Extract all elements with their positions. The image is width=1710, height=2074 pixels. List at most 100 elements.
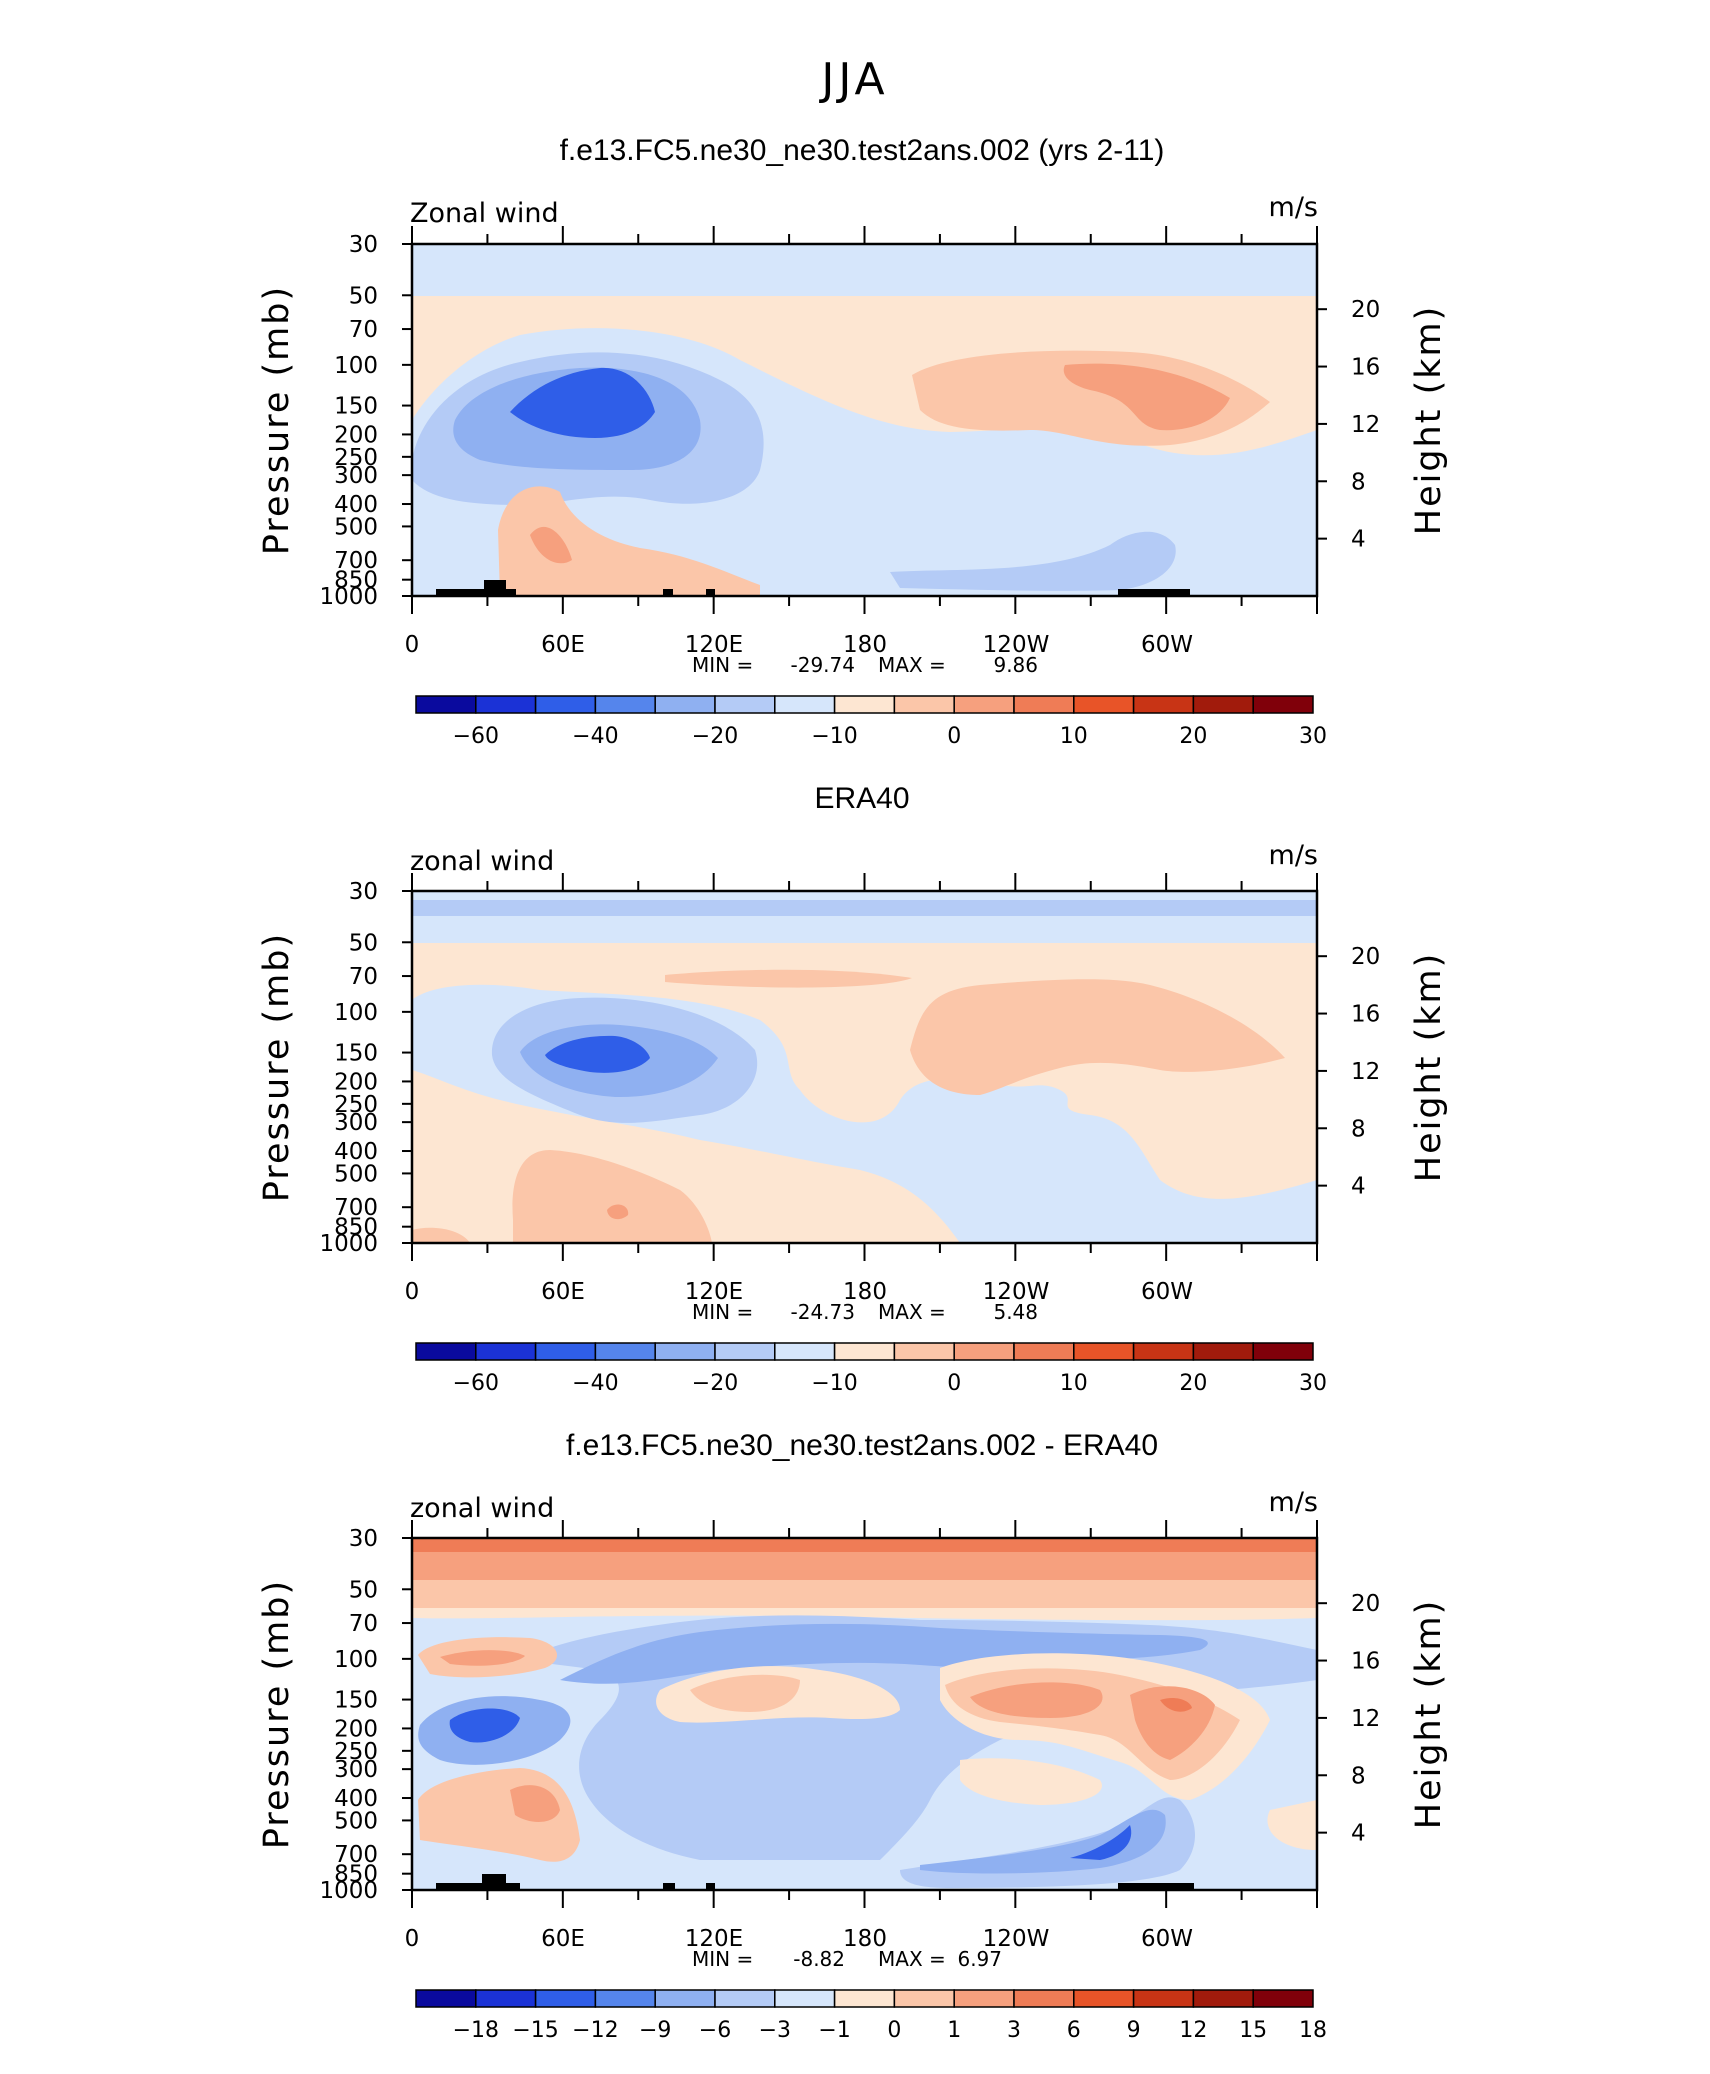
y-tick-label-height: 20 <box>1351 297 1380 323</box>
contour-neg-9-lowlev <box>1070 1825 1132 1860</box>
colorbar-label: −3 <box>759 2018 791 2043</box>
y-tick-label-pressure: 1000 <box>319 584 378 610</box>
y-tick-label-height: 8 <box>1351 1763 1366 1789</box>
colorbar-label: −10 <box>811 724 857 749</box>
y-tick-label-height: 4 <box>1351 527 1366 553</box>
colorbar-label: 9 <box>1127 2018 1141 2043</box>
y-tick-label-pressure: 700 <box>334 1842 378 1868</box>
colorbar-box <box>714 1989 776 2008</box>
contour-strat-band <box>412 900 1317 916</box>
colorbar-label: 20 <box>1179 724 1207 749</box>
contour-pos-strat-sliver <box>665 969 912 988</box>
panel-title: ERA40 <box>814 782 909 815</box>
colorbar-label: −15 <box>512 2018 558 2043</box>
x-tick-label: 180 <box>843 632 887 658</box>
colorbar-label: −40 <box>572 724 618 749</box>
x-tick-label: 180 <box>843 1279 887 1305</box>
x-tick-label: 0 <box>405 1279 420 1305</box>
colorbar-box <box>534 1989 597 2008</box>
contour-pos-midleft-inner <box>510 1785 560 1822</box>
y-tick-label-height: 12 <box>1351 1059 1380 1085</box>
topography <box>436 1874 1194 1890</box>
axis-ticks <box>402 226 1327 614</box>
y-tick-label-pressure: 300 <box>334 1110 378 1136</box>
colorbar-label: −18 <box>453 2018 499 2043</box>
colorbar-box <box>415 1989 477 2008</box>
variable-label: zonal wind <box>410 1493 554 1524</box>
colorbar-label: 10 <box>1060 724 1088 749</box>
colorbar-box <box>774 695 836 714</box>
colorbar-box <box>1013 695 1075 714</box>
y-tick-label-pressure: 500 <box>334 1161 378 1187</box>
x-tick-label: 120W <box>983 632 1050 658</box>
stats-max-label: MAX = <box>878 1947 946 1971</box>
y-tick-label-pressure: 500 <box>334 1808 378 1834</box>
colorbar-box <box>594 1342 656 1361</box>
contour-field <box>412 1538 1317 1890</box>
y-tick-label-pressure: 1000 <box>319 1231 378 1257</box>
y-tick-label-pressure: 400 <box>334 1786 378 1812</box>
colorbar-label: −40 <box>572 1371 618 1396</box>
y-tick-label-pressure: 200 <box>334 422 378 448</box>
colorbar-label: −60 <box>453 724 499 749</box>
colorbar-label: 18 <box>1299 2018 1327 2043</box>
contour-top-band-9 <box>412 1538 1317 1552</box>
y-axis-title-right: Height (km) <box>1409 1599 1449 1830</box>
stats-min-label: MIN = <box>692 1300 753 1324</box>
colorbar-box <box>1132 1342 1195 1361</box>
contour-pos-low-inner <box>530 526 572 564</box>
colorbar-box <box>953 695 1015 714</box>
y-tick-label-height: 4 <box>1351 1174 1366 1200</box>
panel-model: f.e13.FC5.ne30_ne30.test2ans.002 (yrs 2-… <box>257 134 1449 749</box>
colorbar-box <box>1192 695 1254 714</box>
y-tick-label-height: 20 <box>1351 944 1380 970</box>
y-axis-title-right: Height (km) <box>1409 305 1449 536</box>
stats-max-value: 6.97 <box>957 1947 1002 1971</box>
x-tick-label: 120E <box>685 1926 743 1952</box>
colorbar-box <box>1252 695 1314 714</box>
colorbar-label: −6 <box>699 2018 731 2043</box>
axis-ticks <box>402 1520 1327 1908</box>
contour-pos-mid-inner <box>690 1674 800 1712</box>
colorbar-box <box>833 695 896 714</box>
y-tick-label-pressure: 100 <box>334 1000 378 1026</box>
y-tick-label-pressure: 250 <box>334 1092 378 1118</box>
stats-min-label: MIN = <box>692 653 753 677</box>
colorbar-label: 6 <box>1067 2018 1081 2043</box>
colorbar-box <box>1132 695 1195 714</box>
contour-pos-upper-left-inner <box>440 1650 525 1666</box>
contour-pos-low <box>498 486 760 596</box>
colorbar-box <box>893 695 955 714</box>
y-tick-label-height: 12 <box>1351 412 1380 438</box>
colorbar-box <box>1013 1342 1075 1361</box>
y-axis-title-left: Pressure (mb) <box>257 1579 297 1849</box>
x-tick-label: 180 <box>843 1926 887 1952</box>
contour-strat-light <box>412 891 1317 943</box>
colorbar-label: 10 <box>1060 1371 1088 1396</box>
contour-neg-6 <box>560 1623 1208 1684</box>
x-tick-label: 60E <box>541 632 585 658</box>
contour-pos-east-6b <box>1130 1686 1215 1760</box>
colorbar-box <box>415 695 477 714</box>
y-tick-label-pressure: 500 <box>334 514 378 540</box>
units-label: m/s <box>1269 1487 1318 1518</box>
contour-field <box>412 891 1317 1243</box>
colorbar-box <box>594 695 656 714</box>
contour-pos-east-low <box>960 1758 1102 1805</box>
y-tick-label-pressure: 70 <box>349 1611 378 1637</box>
y-tick-label-height: 16 <box>1351 355 1380 381</box>
colorbar-label: 0 <box>947 724 961 749</box>
y-tick-label-height: 16 <box>1351 1002 1380 1028</box>
figure-title: JJA <box>818 54 888 105</box>
y-tick-label-height: 8 <box>1351 469 1366 495</box>
panel-difference: f.e13.FC5.ne30_ne30.test2ans.002 - ERA40… <box>257 1429 1449 2043</box>
colorbar-box <box>654 1989 716 2008</box>
units-label: m/s <box>1269 840 1318 871</box>
panel-title: f.e13.FC5.ne30_ne30.test2ans.002 (yrs 2-… <box>560 134 1165 167</box>
colorbar-label: −9 <box>639 2018 671 2043</box>
y-tick-label-pressure: 70 <box>349 964 378 990</box>
colorbar-box <box>415 1342 477 1361</box>
x-tick-label: 60W <box>1141 1926 1193 1952</box>
contour-pos-lowleft <box>412 1227 470 1243</box>
